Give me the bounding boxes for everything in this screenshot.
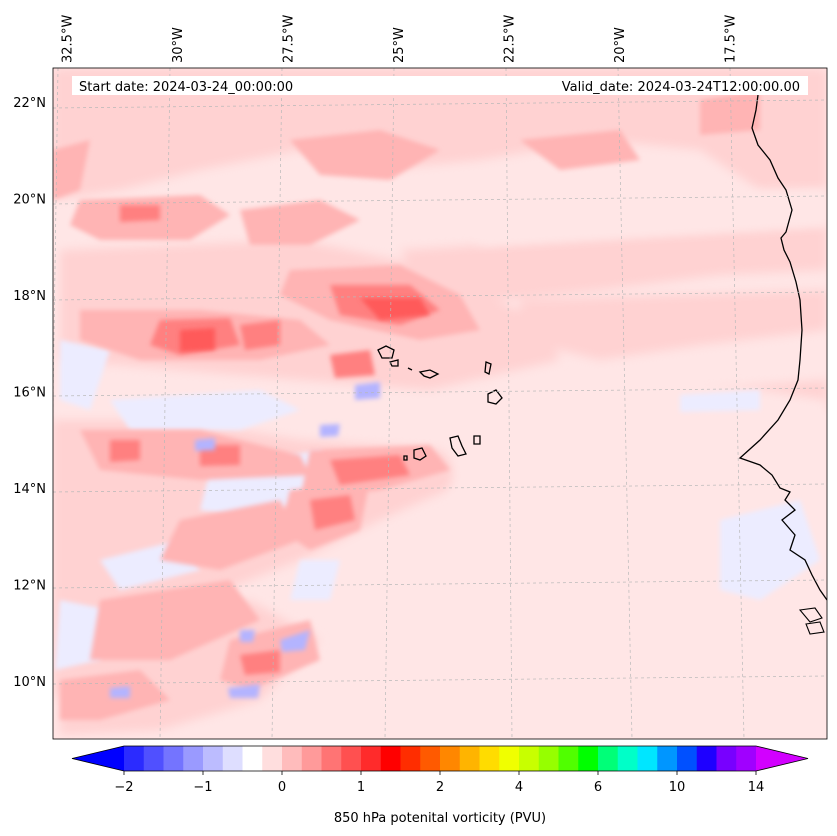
colorbar-title: 850 hPa potenital vorticity (PVU): [334, 811, 546, 826]
pv-field-strong: [110, 205, 440, 675]
map-frame: [52, 67, 828, 740]
lon-label: 25°W: [392, 27, 407, 63]
colorbar-bin: [637, 746, 658, 771]
colorbar-extend-min: [72, 746, 124, 771]
colorbar-bin: [321, 746, 342, 771]
lat-label: 10°N: [13, 675, 46, 690]
coastline-islands-africa: [798, 607, 825, 635]
colorbar-bin: [499, 746, 520, 771]
gridlines: [53, 68, 827, 739]
colorbar-bin: [677, 746, 698, 771]
colorbar-tick-label: 2: [436, 780, 444, 795]
colorbar-bin: [222, 746, 243, 771]
colorbar-bin: [598, 746, 619, 771]
colorbar-bin: [183, 746, 204, 771]
lat-label: 12°N: [13, 579, 46, 594]
colorbar-bin: [479, 746, 500, 771]
colorbar-tick-label: 14: [748, 780, 765, 795]
latitude-labels: 22°N 20°N 18°N 16°N 14°N 12°N 10°N: [13, 96, 46, 690]
colorbar-bin: [617, 746, 638, 771]
colorbar-bin: [736, 746, 757, 771]
colorbar-bin: [380, 746, 401, 771]
colorbar-bin: [203, 746, 224, 771]
colorbar-bin: [163, 746, 184, 771]
lon-label: 27.5°W: [281, 15, 296, 63]
colorbar-bin: [124, 746, 145, 771]
colorbar-extend-max: [756, 746, 808, 771]
colorbar-bin: [400, 746, 421, 771]
valid-date-label: Valid_date: 2024-03-24T12:00:00.00: [562, 80, 800, 95]
colorbar-bin: [282, 746, 303, 771]
colorbar-bin: [519, 746, 540, 771]
colorbar-tick-label: −2: [114, 780, 133, 795]
colorbar-bin: [361, 746, 382, 771]
colorbar: [71, 745, 809, 772]
colorbar-bin: [538, 746, 559, 771]
pv-field-negative: [110, 382, 380, 698]
pv-field-pale: [420, 190, 827, 739]
colorbar-bin: [301, 746, 322, 771]
lon-label: 22.5°W: [503, 15, 518, 63]
colorbar-bin: [440, 746, 461, 771]
pv-field-core: [180, 298, 430, 352]
colorbar-bin: [657, 746, 678, 771]
lon-label: 17.5°W: [724, 15, 739, 63]
colorbar-ticks: −2 −1 0 1 2 4 6 10 14: [114, 771, 764, 795]
start-date-label: Start date: 2024-03-24_00:00:00: [79, 80, 293, 95]
cape-verde-islands: [377, 345, 503, 461]
colorbar-bin: [558, 746, 579, 771]
lon-label: 32.5°W: [60, 15, 75, 63]
lon-label: 30°W: [171, 27, 186, 63]
colorbar-bin: [578, 746, 599, 771]
colorbar-bin: [262, 746, 283, 771]
colorbar-bin: [459, 746, 480, 771]
colorbar-tick-label: −1: [193, 780, 212, 795]
colorbar-bin: [696, 746, 717, 771]
colorbar-bin: [420, 746, 441, 771]
colorbar-tick-label: 1: [357, 780, 365, 795]
pv-field-negative-light: [55, 340, 820, 670]
colorbar-tick-label: 10: [669, 780, 686, 795]
header-strip: [72, 76, 808, 95]
colorbar-bin: [242, 746, 263, 771]
lat-label: 16°N: [13, 385, 46, 400]
lat-label: 18°N: [13, 289, 46, 304]
colorbar-bin: [143, 746, 164, 771]
lat-label: 22°N: [13, 96, 46, 111]
lat-label: 20°N: [13, 192, 46, 207]
colorbar-tick-label: 6: [594, 780, 602, 795]
lon-label: 20°W: [613, 27, 628, 63]
colorbar-tick-label: 0: [278, 780, 286, 795]
coastline-africa: [738, 94, 827, 601]
map-panel: Start date: 2024-03-24_00:00:00 Valid_da…: [53, 68, 827, 739]
colorbar-tick-label: 4: [515, 780, 523, 795]
colorbar-bin: [716, 746, 737, 771]
lat-label: 14°N: [13, 482, 46, 497]
longitude-labels: 32.5°W 30°W 27.5°W 25°W 22.5°W 20°W 17.5°W: [60, 15, 738, 63]
colorbar-bin: [341, 746, 362, 771]
